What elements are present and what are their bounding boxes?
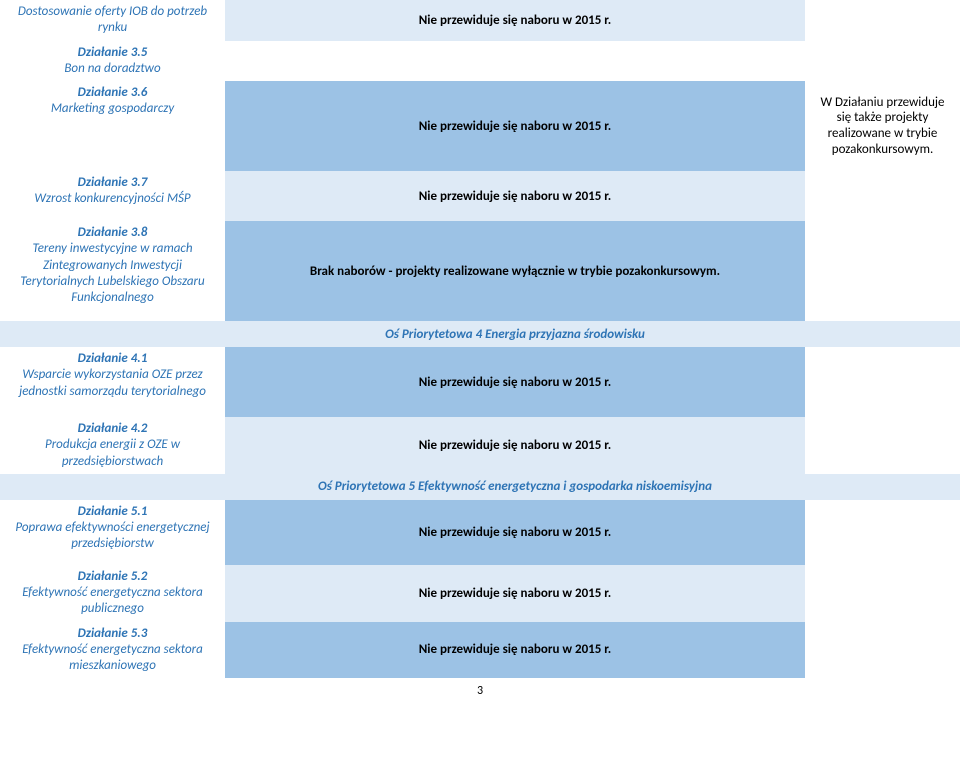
action-cell: Działanie 3.6 Marketing gospodarczy: [0, 81, 225, 171]
action-number: Działanie 3.5: [8, 45, 217, 61]
action-cell: Działanie 3.5 Bon na doradztwo: [0, 41, 225, 82]
axis-title: Oś Priorytetowa 5 Efektywność energetycz…: [225, 474, 805, 500]
note-cell: [805, 565, 960, 622]
action-number: Działanie 4.2: [8, 421, 217, 437]
action-number: Działanie 5.1: [8, 504, 217, 520]
action-desc: Tereny inwestycyjne w ramach Zintegrowan…: [8, 241, 217, 306]
axis-right-spacer: [805, 474, 960, 500]
action-number: Działanie 3.8: [8, 225, 217, 241]
table-row: Dostosowanie oferty IOB do potrzeb rynku…: [0, 0, 960, 41]
note-cell: [805, 221, 960, 321]
table-row: Działanie 5.2 Efektywność energetyczna s…: [0, 565, 960, 622]
action-cell: Dostosowanie oferty IOB do potrzeb rynku: [0, 0, 225, 41]
action-desc: Wzrost konkurencyjności MŚP: [8, 191, 217, 207]
axis-right-spacer: [805, 321, 960, 347]
action-desc: Efektywność energetyczna sektora mieszka…: [8, 642, 217, 675]
note-cell: [805, 417, 960, 474]
axis-header: Oś Priorytetowa 5 Efektywność energetycz…: [0, 474, 960, 500]
table-row: Działanie 5.3 Efektywność energetyczna s…: [0, 622, 960, 679]
axis-title: Oś Priorytetowa 4 Energia przyjazna środ…: [225, 321, 805, 347]
axis-left-spacer: [0, 321, 225, 347]
table-row: Działanie 5.1 Poprawa efektywności energ…: [0, 500, 960, 565]
action-desc: Marketing gospodarczy: [8, 101, 217, 117]
action-cell: Działanie 5.2 Efektywność energetyczna s…: [0, 565, 225, 622]
status-cell: Nie przewiduje się naboru w 2015 r.: [225, 565, 805, 622]
status-cell: Nie przewiduje się naboru w 2015 r.: [225, 81, 805, 171]
status-cell: Nie przewiduje się naboru w 2015 r.: [225, 171, 805, 221]
status-cell: Nie przewiduje się naboru w 2015 r.: [225, 0, 805, 41]
action-desc: Bon na doradztwo: [8, 61, 217, 77]
table-row: Działanie 3.5 Bon na doradztwo: [0, 41, 960, 82]
note-cell: [805, 0, 960, 41]
action-desc: Poprawa efektywności energetycznej przed…: [8, 520, 217, 553]
note-cell: [805, 500, 960, 565]
status-cell: Nie przewiduje się naboru w 2015 r.: [225, 500, 805, 565]
table-row: Działanie 4.2 Produkcja energii z OZE w …: [0, 417, 960, 474]
status-cell: Nie przewiduje się naboru w 2015 r.: [225, 622, 805, 679]
note-cell: [805, 622, 960, 679]
note-cell: W Działaniu przewiduje się także projekt…: [805, 81, 960, 171]
action-cell: Działanie 4.2 Produkcja energii z OZE w …: [0, 417, 225, 474]
table-row: Działanie 4.1 Wsparcie wykorzystania OZE…: [0, 347, 960, 417]
action-cell: Działanie 4.1 Wsparcie wykorzystania OZE…: [0, 347, 225, 417]
page-number: 3: [0, 678, 960, 704]
action-cell: Działanie 5.1 Poprawa efektywności energ…: [0, 500, 225, 565]
action-number: Działanie 5.3: [8, 626, 217, 642]
action-desc: Efektywność energetyczna sektora publicz…: [8, 585, 217, 618]
action-cell: Działanie 5.3 Efektywność energetyczna s…: [0, 622, 225, 679]
action-number: Działanie 4.1: [8, 351, 217, 367]
axis-header: Oś Priorytetowa 4 Energia przyjazna środ…: [0, 321, 960, 347]
action-desc: Wsparcie wykorzystania OZE przez jednost…: [8, 367, 217, 400]
action-cell: Działanie 3.7 Wzrost konkurencyjności MŚ…: [0, 171, 225, 221]
status-cell: Nie przewiduje się naboru w 2015 r.: [225, 417, 805, 474]
status-cell: Nie przewiduje się naboru w 2015 r.: [225, 347, 805, 417]
note-cell: [805, 41, 960, 82]
table-row: Działanie 3.6 Marketing gospodarczy Nie …: [0, 81, 960, 171]
action-cell: Działanie 3.8 Tereny inwestycyjne w rama…: [0, 221, 225, 321]
note-cell: [805, 171, 960, 221]
action-number: Działanie 5.2: [8, 569, 217, 585]
action-number: Działanie 3.7: [8, 175, 217, 191]
action-number: Działanie 3.6: [8, 85, 217, 101]
table-row: Działanie 3.8 Tereny inwestycyjne w rama…: [0, 221, 960, 321]
status-cell: Brak naborów - projekty realizowane wyłą…: [225, 221, 805, 321]
action-desc: Produkcja energii z OZE w przedsiębiorst…: [8, 437, 217, 470]
axis-left-spacer: [0, 474, 225, 500]
action-desc: Dostosowanie oferty IOB do potrzeb rynku: [18, 4, 207, 35]
note-cell: [805, 347, 960, 417]
table-row: Działanie 3.7 Wzrost konkurencyjności MŚ…: [0, 171, 960, 221]
status-cell: [225, 41, 805, 82]
